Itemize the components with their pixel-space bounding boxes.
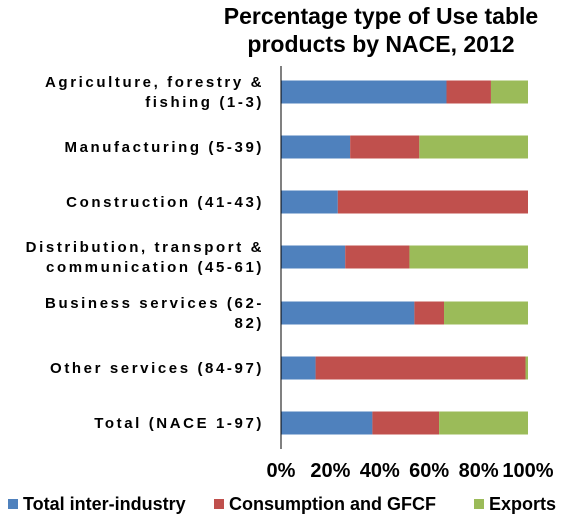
legend-label: Consumption and GFCF [229,494,436,514]
bar-consumption-and-gfcf [446,80,491,104]
legend-swatch [8,499,18,509]
x-tick-label: 60% [409,460,449,482]
bar-consumption-and-gfcf [350,135,420,159]
legend-label: Exports [489,494,556,514]
category-label: Distribution, transport & [26,239,264,256]
legend-item: Total inter-industry [8,494,186,514]
category-labels: Agriculture, forestry & fishing (1-3) Manu… [26,74,264,432]
bar-consumption-and-gfcf [345,245,410,269]
category-label: Agriculture, forestry & [45,74,264,91]
legend-item: Consumption and GFCF [214,494,436,514]
legend-swatch [474,499,484,509]
category-label: Construction (41-43) [66,194,264,211]
bar-exports [444,301,528,325]
category-label: Business services (62- [45,295,264,312]
x-tick-label: 80% [459,460,499,482]
bar-total-inter-industry [281,356,316,380]
legend-item: Exports [474,494,556,514]
x-tick-label: 20% [310,460,350,482]
bar-exports [439,411,528,435]
category-label: fishing (1-3) [145,94,264,111]
chart-title-line: Percentage type of Use table [224,3,538,29]
x-tick-label: 0% [267,460,296,482]
bars [281,80,528,435]
bar-consumption-and-gfcf [315,356,526,380]
bar-consumption-and-gfcf [372,411,440,435]
bar-total-inter-industry [281,135,351,159]
bar-total-inter-industry [281,245,346,269]
x-tick-label: 100% [502,460,553,482]
bar-exports [490,80,528,104]
legend-swatch [214,499,224,509]
bar-exports [409,245,528,269]
legend-label: Total inter-industry [23,494,186,514]
category-label: Other services (84-97) [50,360,264,377]
bar-exports [525,356,528,380]
category-label: Total (NACE 1-97) [94,415,264,432]
bar-total-inter-industry [281,301,415,325]
chart-title-line: products by NACE, 2012 [247,31,514,57]
legend: Total inter-industry Consumption and GFCF… [8,494,556,514]
category-label: Manufacturing (5-39) [64,139,264,156]
bar-total-inter-industry [281,411,373,435]
bar-consumption-and-gfcf [337,190,528,214]
x-tick-labels: 0% 20% 40% 60% 80% 100% [267,460,554,482]
bar-exports [419,135,528,159]
bar-consumption-and-gfcf [414,301,445,325]
bar-total-inter-industry [281,190,338,214]
category-label: communication (45-61) [46,259,264,276]
bar-total-inter-industry [281,80,447,104]
x-tick-label: 40% [360,460,400,482]
category-label: 82) [235,315,264,332]
